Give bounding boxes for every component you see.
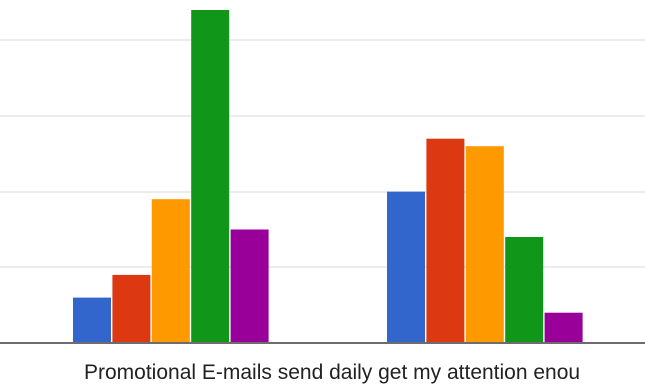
bars <box>73 10 583 343</box>
bar-c1-s3 <box>505 237 544 343</box>
bar-c1-s2 <box>465 146 504 343</box>
bar-c0-s1 <box>112 274 151 343</box>
bar-c0-s3 <box>191 10 230 343</box>
bar-c1-s4 <box>544 312 583 343</box>
bar-c0-s0 <box>73 297 111 343</box>
category-label-1: Promotional E-mails send daily get my at… <box>84 361 580 384</box>
bar-c0-s2 <box>151 199 190 343</box>
bar-c1-s1 <box>426 138 465 343</box>
bar-c1-s0 <box>387 191 425 343</box>
bar-c0-s4 <box>230 229 269 343</box>
gridlines <box>0 39 645 268</box>
